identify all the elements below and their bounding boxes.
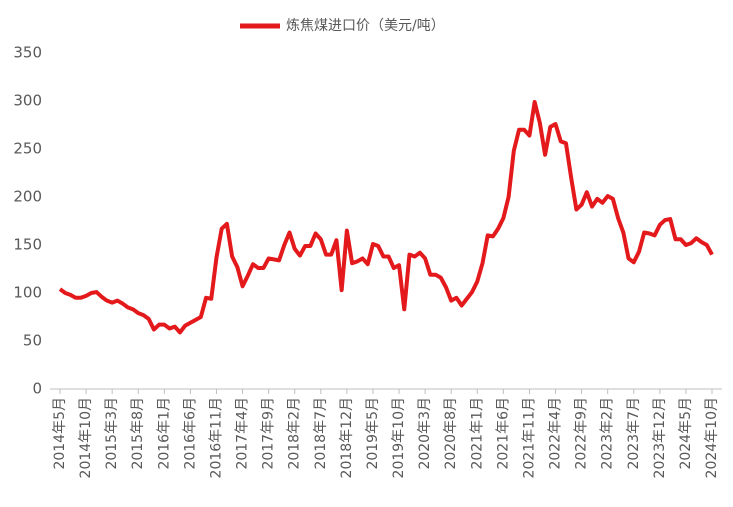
x-tick-label: 2016年6月 <box>182 397 198 470</box>
y-tick-label: 50 <box>23 332 42 350</box>
legend-label: 炼焦煤进口价（美元/吨） <box>286 18 445 34</box>
x-tick-label: 2018年12月 <box>339 397 355 478</box>
x-tick-label: 2018年7月 <box>313 397 329 470</box>
y-tick-label: 300 <box>13 92 42 110</box>
y-tick-label: 200 <box>13 188 42 206</box>
y-tick-label: 100 <box>13 284 42 302</box>
x-tick-label: 2021年11月 <box>521 397 537 478</box>
x-tick-label: 2014年10月 <box>78 397 94 478</box>
x-tick-label: 2017年4月 <box>235 397 251 470</box>
x-tick-label: 2017年9月 <box>261 397 277 470</box>
x-tick-label: 2022年4月 <box>548 397 564 470</box>
x-tick-label: 2024年10月 <box>704 397 720 478</box>
x-tick-label: 2023年2月 <box>600 397 616 470</box>
x-tick-label: 2018年2月 <box>287 397 303 470</box>
x-tick-label: 2014年5月 <box>52 397 68 470</box>
x-tick-label: 2024年5月 <box>678 397 694 470</box>
x-tick-label: 2020年8月 <box>443 397 459 470</box>
x-tick-label: 2021年1月 <box>469 397 485 470</box>
x-tick-label: 2023年7月 <box>626 397 642 470</box>
x-tick-label: 2019年5月 <box>365 397 381 470</box>
line-series <box>58 99 714 335</box>
x-tick-label: 2019年10月 <box>391 397 407 478</box>
x-tick-label: 2020年3月 <box>417 397 433 470</box>
y-tick-label: 250 <box>13 140 42 158</box>
y-tick-label: 350 <box>13 44 42 62</box>
y-tick-label: 150 <box>13 236 42 254</box>
y-tick-label: 0 <box>32 380 42 398</box>
x-tick-label: 2016年11月 <box>208 397 224 478</box>
x-tick-label: 2022年9月 <box>574 397 590 470</box>
x-tick-label: 2023年12月 <box>652 397 668 478</box>
x-tick-label: 2016年1月 <box>156 397 172 470</box>
x-tick-label: 2015年3月 <box>104 397 120 470</box>
x-tick-label: 2021年6月 <box>495 397 511 470</box>
x-tick-label: 2015年8月 <box>130 397 146 470</box>
